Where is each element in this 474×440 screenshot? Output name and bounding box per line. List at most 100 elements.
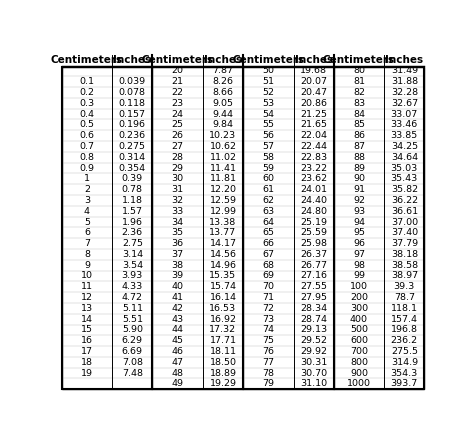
Text: 30.31: 30.31 <box>300 358 327 367</box>
Text: 68: 68 <box>262 260 274 270</box>
Text: 11.41: 11.41 <box>210 164 237 172</box>
Text: 93: 93 <box>353 207 365 216</box>
Text: 37.40: 37.40 <box>391 228 418 237</box>
Text: 27.16: 27.16 <box>300 271 327 280</box>
Text: 13.77: 13.77 <box>210 228 237 237</box>
Text: 38.58: 38.58 <box>391 260 418 270</box>
Text: 78.7: 78.7 <box>394 293 415 302</box>
Text: 30: 30 <box>172 174 184 183</box>
Text: 32.28: 32.28 <box>391 88 418 97</box>
Text: 0.78: 0.78 <box>122 185 143 194</box>
Text: 33.46: 33.46 <box>391 121 418 129</box>
Text: 65: 65 <box>262 228 274 237</box>
Text: 31: 31 <box>172 185 184 194</box>
Text: 62: 62 <box>262 196 274 205</box>
Text: 25.98: 25.98 <box>300 239 327 248</box>
Text: 48: 48 <box>172 369 183 378</box>
Text: 97: 97 <box>353 250 365 259</box>
Text: 35: 35 <box>172 228 184 237</box>
Text: 37: 37 <box>172 250 184 259</box>
Text: 17.32: 17.32 <box>210 326 237 334</box>
Text: 3.14: 3.14 <box>122 250 143 259</box>
Text: 58: 58 <box>262 153 274 162</box>
Text: 236.2: 236.2 <box>391 336 418 345</box>
Bar <box>62 67 152 389</box>
Text: 71: 71 <box>262 293 274 302</box>
Text: 27.55: 27.55 <box>300 282 327 291</box>
Text: 1000: 1000 <box>347 379 371 389</box>
Text: 32.67: 32.67 <box>391 99 418 108</box>
Text: 32: 32 <box>172 196 184 205</box>
Text: 7.48: 7.48 <box>122 369 143 378</box>
Text: 0.078: 0.078 <box>119 88 146 97</box>
Text: 30.70: 30.70 <box>300 369 327 378</box>
Text: 2.36: 2.36 <box>122 228 143 237</box>
Text: 11: 11 <box>81 282 93 291</box>
Text: 83: 83 <box>353 99 365 108</box>
Text: 4.33: 4.33 <box>122 282 143 291</box>
Bar <box>243 67 334 389</box>
Text: 9.44: 9.44 <box>212 110 234 118</box>
Text: 12.20: 12.20 <box>210 185 237 194</box>
Text: 96: 96 <box>353 239 365 248</box>
Text: 13.38: 13.38 <box>210 217 237 227</box>
Text: 5.90: 5.90 <box>122 326 143 334</box>
Text: 95: 95 <box>353 228 365 237</box>
Text: 14.96: 14.96 <box>210 260 237 270</box>
Text: 19.29: 19.29 <box>210 379 237 389</box>
Text: 87: 87 <box>353 142 365 151</box>
Text: 28: 28 <box>172 153 183 162</box>
Text: 16.92: 16.92 <box>210 315 237 324</box>
Text: 25.19: 25.19 <box>300 217 327 227</box>
Text: 157.4: 157.4 <box>391 315 418 324</box>
Text: 20: 20 <box>172 66 183 75</box>
Text: 37.79: 37.79 <box>391 239 418 248</box>
Text: 20.47: 20.47 <box>300 88 327 97</box>
Text: 1.96: 1.96 <box>122 217 143 227</box>
Text: Centimeters: Centimeters <box>323 55 395 65</box>
Text: 18.50: 18.50 <box>210 358 237 367</box>
Text: 17.71: 17.71 <box>210 336 237 345</box>
Text: 18.89: 18.89 <box>210 369 237 378</box>
Text: 300: 300 <box>350 304 368 313</box>
Text: 49: 49 <box>172 379 183 389</box>
Text: 39.3: 39.3 <box>394 282 415 291</box>
Text: 99: 99 <box>353 271 365 280</box>
Text: 16.53: 16.53 <box>210 304 237 313</box>
Text: 14: 14 <box>81 315 93 324</box>
Text: 23.22: 23.22 <box>300 164 327 172</box>
Text: 275.5: 275.5 <box>391 347 418 356</box>
Text: 35.82: 35.82 <box>391 185 418 194</box>
Text: 0.4: 0.4 <box>80 110 94 118</box>
Text: 98: 98 <box>353 260 365 270</box>
Text: 33.85: 33.85 <box>391 131 418 140</box>
Text: 16.14: 16.14 <box>210 293 237 302</box>
Text: 4.72: 4.72 <box>122 293 143 302</box>
Text: 25.59: 25.59 <box>300 228 327 237</box>
Text: 90: 90 <box>353 174 365 183</box>
Text: 51: 51 <box>262 77 274 86</box>
Text: 23.62: 23.62 <box>300 174 327 183</box>
Text: 393.7: 393.7 <box>391 379 418 389</box>
Text: 63: 63 <box>262 207 274 216</box>
Text: 75: 75 <box>262 336 274 345</box>
Text: 64: 64 <box>262 217 274 227</box>
Text: 0.5: 0.5 <box>80 121 94 129</box>
Text: Inches: Inches <box>204 55 242 65</box>
Text: 20.07: 20.07 <box>300 77 327 86</box>
Text: 500: 500 <box>350 326 368 334</box>
Text: 52: 52 <box>262 88 274 97</box>
Text: 10.62: 10.62 <box>210 142 237 151</box>
Text: 15: 15 <box>81 326 93 334</box>
Text: 24.80: 24.80 <box>300 207 327 216</box>
Text: 77: 77 <box>262 358 274 367</box>
Text: 12.59: 12.59 <box>210 196 237 205</box>
Text: 73: 73 <box>262 315 274 324</box>
Text: 94: 94 <box>353 217 365 227</box>
Text: 39: 39 <box>172 271 184 280</box>
Text: 35.03: 35.03 <box>391 164 418 172</box>
Text: 86: 86 <box>353 131 365 140</box>
Text: 89: 89 <box>353 164 365 172</box>
Text: 8.66: 8.66 <box>212 88 234 97</box>
Text: 84: 84 <box>353 110 365 118</box>
